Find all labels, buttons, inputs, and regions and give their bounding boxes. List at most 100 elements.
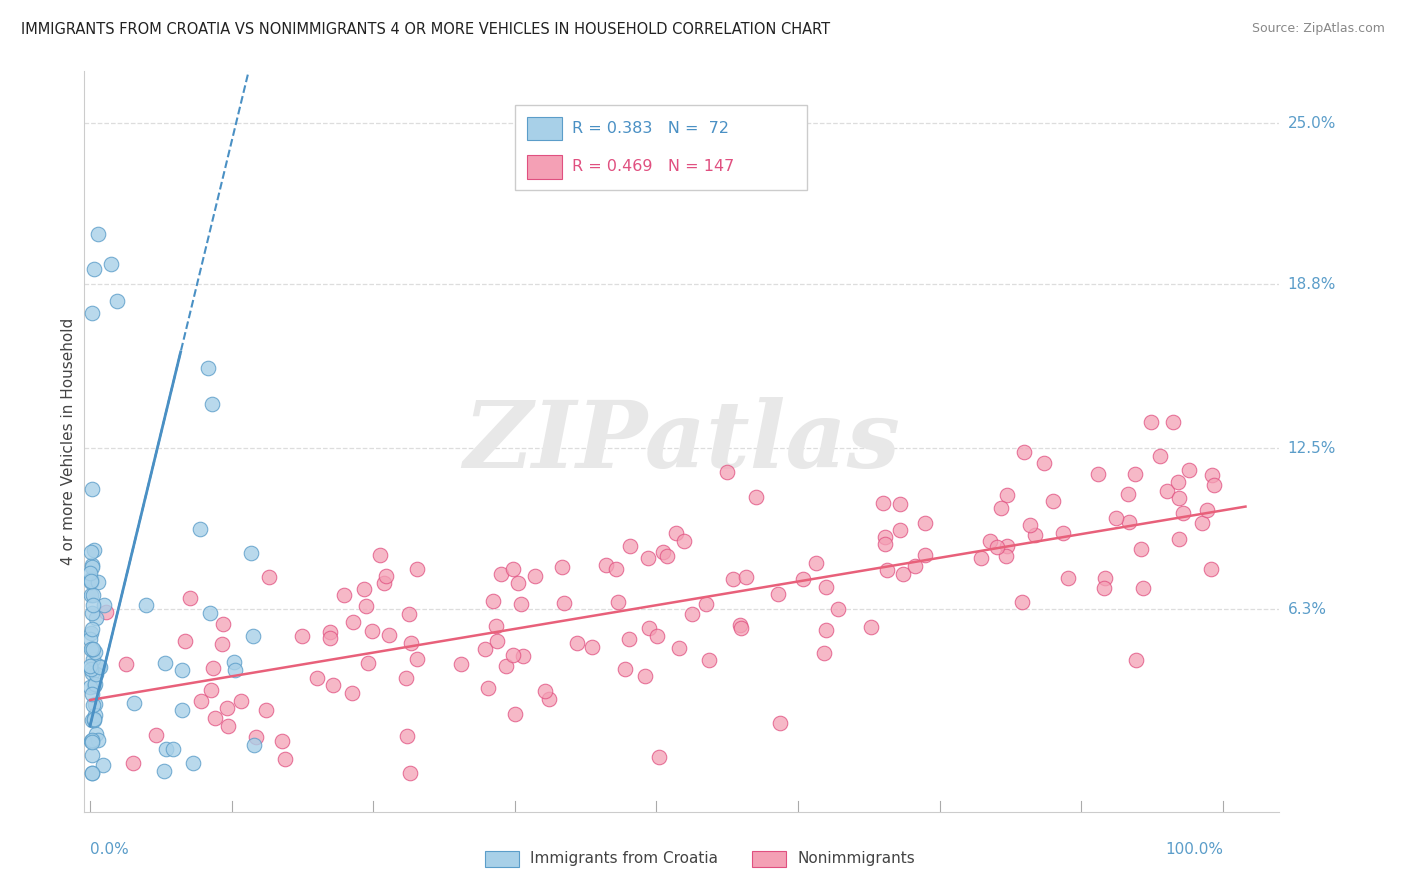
Point bbox=[153, 764, 176, 778]
Point bbox=[291, 629, 314, 643]
FancyBboxPatch shape bbox=[515, 104, 807, 190]
Point bbox=[1024, 528, 1046, 542]
Point bbox=[1156, 484, 1178, 499]
Point bbox=[1202, 478, 1225, 492]
Point bbox=[217, 719, 239, 733]
Point bbox=[1191, 516, 1213, 531]
Point bbox=[80, 574, 103, 589]
Point bbox=[1116, 486, 1139, 500]
Text: R = 0.383   N =  72: R = 0.383 N = 72 bbox=[572, 121, 728, 136]
Point bbox=[673, 533, 696, 548]
Point bbox=[815, 580, 838, 594]
Text: ZIPatlas: ZIPatlas bbox=[464, 397, 900, 486]
Point bbox=[83, 542, 105, 557]
Point bbox=[1042, 493, 1064, 508]
Point bbox=[1125, 653, 1147, 667]
Point bbox=[257, 570, 280, 584]
Point bbox=[914, 516, 936, 530]
Point bbox=[256, 703, 278, 717]
Point bbox=[188, 522, 211, 536]
Point bbox=[551, 559, 574, 574]
Point bbox=[665, 526, 688, 541]
Point bbox=[395, 729, 418, 743]
Point bbox=[904, 558, 927, 573]
Point bbox=[270, 733, 292, 747]
Point bbox=[1118, 515, 1140, 529]
Point bbox=[859, 620, 882, 634]
Point bbox=[79, 659, 101, 673]
Point bbox=[82, 765, 104, 780]
Point bbox=[768, 587, 790, 601]
Point bbox=[806, 556, 828, 570]
Point bbox=[80, 642, 103, 657]
Point bbox=[162, 741, 184, 756]
Point bbox=[83, 707, 105, 722]
Point bbox=[681, 607, 703, 621]
Point bbox=[122, 756, 145, 771]
Point bbox=[873, 537, 896, 551]
Point bbox=[1052, 526, 1074, 541]
Point bbox=[80, 588, 103, 602]
Point bbox=[875, 530, 897, 544]
Point bbox=[1167, 475, 1189, 489]
Point bbox=[82, 598, 104, 612]
Text: R = 0.469   N = 147: R = 0.469 N = 147 bbox=[572, 160, 734, 174]
Point bbox=[735, 570, 758, 584]
Point bbox=[792, 572, 814, 586]
Point bbox=[995, 549, 1018, 563]
Point bbox=[229, 694, 252, 708]
Point bbox=[217, 701, 239, 715]
Point bbox=[652, 545, 675, 559]
Point bbox=[745, 490, 768, 504]
Point bbox=[79, 680, 101, 694]
Point bbox=[82, 733, 104, 747]
Point bbox=[730, 622, 752, 636]
Point bbox=[394, 671, 416, 685]
Point bbox=[79, 632, 101, 647]
Point bbox=[82, 588, 104, 602]
Bar bbox=[527, 117, 562, 140]
Point bbox=[80, 625, 103, 640]
Point bbox=[80, 558, 103, 573]
Point bbox=[450, 657, 472, 672]
Point bbox=[211, 616, 233, 631]
Point bbox=[876, 563, 898, 577]
Point bbox=[510, 598, 533, 612]
Point bbox=[377, 628, 399, 642]
Point bbox=[80, 545, 103, 559]
Point bbox=[668, 640, 690, 655]
Point bbox=[91, 758, 114, 772]
Point bbox=[243, 738, 266, 752]
Text: IMMIGRANTS FROM CROATIA VS NONIMMIGRANTS 4 OR MORE VEHICLES IN HOUSEHOLD CORRELA: IMMIGRANTS FROM CROATIA VS NONIMMIGRANTS… bbox=[21, 22, 830, 37]
Point bbox=[502, 562, 524, 576]
Point bbox=[204, 711, 226, 725]
Point bbox=[82, 713, 104, 727]
Point bbox=[94, 605, 117, 619]
Point bbox=[84, 697, 107, 711]
Point bbox=[100, 257, 122, 271]
Point bbox=[145, 728, 167, 742]
Point bbox=[340, 686, 363, 700]
Point bbox=[322, 678, 344, 692]
Point bbox=[1199, 561, 1222, 575]
Point bbox=[87, 575, 110, 590]
Point bbox=[80, 747, 103, 762]
Point bbox=[1011, 595, 1033, 609]
Point bbox=[89, 660, 111, 674]
Point bbox=[645, 629, 668, 643]
Point bbox=[80, 606, 103, 620]
Point bbox=[990, 501, 1012, 516]
Point bbox=[697, 653, 720, 667]
Point bbox=[477, 681, 499, 695]
Point bbox=[1092, 581, 1115, 595]
Point bbox=[80, 642, 103, 657]
Point bbox=[82, 651, 104, 665]
Point bbox=[83, 261, 105, 276]
Point bbox=[1177, 463, 1199, 477]
Point bbox=[82, 665, 104, 680]
Point bbox=[307, 671, 329, 685]
Point bbox=[239, 546, 262, 560]
Point bbox=[1130, 541, 1153, 556]
Point bbox=[1132, 581, 1154, 595]
Point bbox=[1195, 503, 1218, 517]
